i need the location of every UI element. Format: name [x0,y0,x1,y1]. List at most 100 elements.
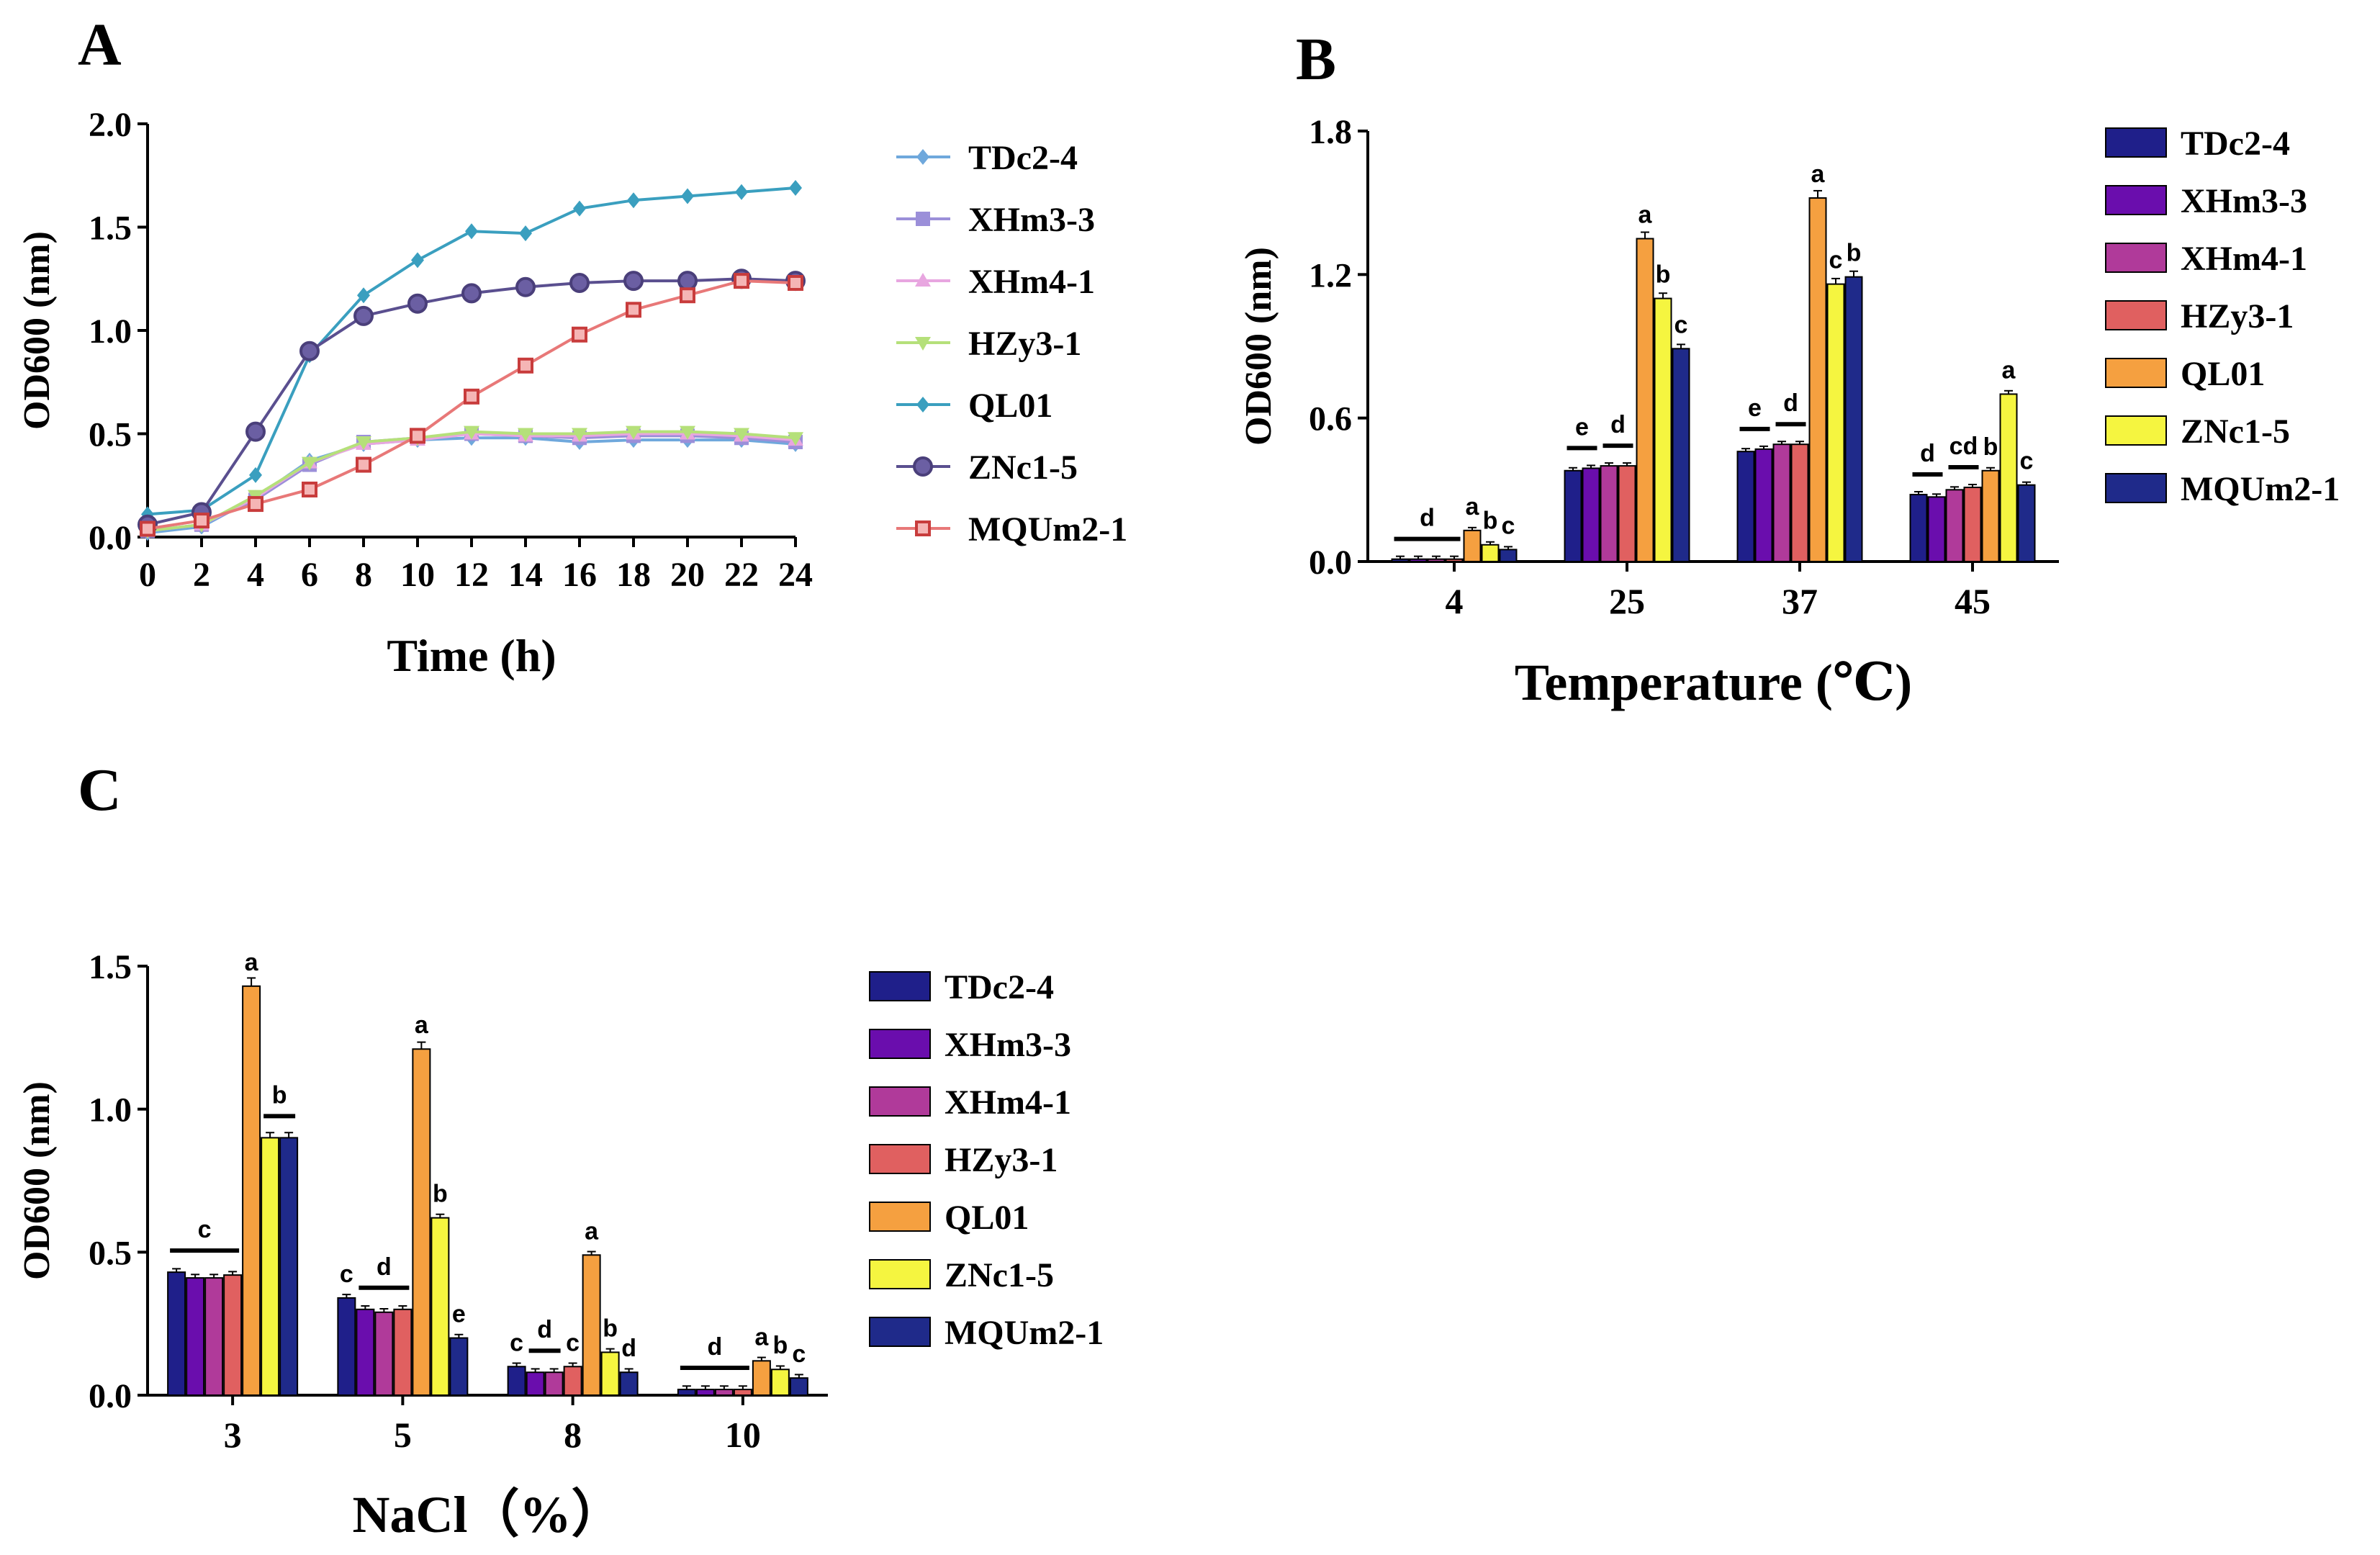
bar-tdc2-4-45 [1909,493,1928,563]
panel-c-x-axis-title: NaCl（%） [353,1486,623,1543]
point-ql01 [249,466,262,483]
bar-ql01-37 [1808,197,1827,562]
bar-xhm4-1-37 [1772,443,1791,563]
legend-label-ql01: QL01 [2181,355,2265,393]
bar-xhm3-3-5 [356,1308,375,1397]
panel-c-sig-label: c [792,1340,806,1368]
point-mqum2-1 [302,481,317,497]
bar-hzy3-1-4 [1445,558,1464,563]
panel-b-y-tick-label: 0.0 [1309,544,1352,582]
bar-tdc2-4-37 [1736,451,1755,563]
panel-b-sig-label: cd [1949,433,1978,460]
bar-mqum2-1-5 [449,1337,469,1396]
bar-xhm4-1-3 [204,1277,224,1397]
panel-a-x-axis-title: Time (h) [387,630,556,681]
legend-marker-mqum2-1 [915,520,931,536]
bar-ql01-8 [582,1254,601,1396]
point-hzy3-1 [356,436,371,450]
legend-marker-ql01 [916,397,929,413]
legend-label-hzy3-1: HZy3-1 [968,325,1081,363]
panel-a-y-tick-label: 0.5 [89,416,132,454]
point-hzy3-1 [302,456,317,471]
panel-b-x-tick-label: 37 [1782,581,1818,621]
legend-label-tdc2-4: TDc2-4 [2181,125,2290,163]
panel-c-sig-label: a [245,949,259,976]
bar-hzy3-1-5 [393,1308,413,1397]
panel-a-y-tick-label: 0.0 [89,519,132,557]
legend-label-xhm3-3: XHm3-3 [2181,182,2307,220]
legend-marker-tdc2-4 [916,149,929,165]
point-mqum2-1 [572,326,587,343]
legend-label-ql01: QL01 [945,1199,1029,1237]
bar-znc1-5-3 [261,1137,280,1397]
legend-label-xhm4-1: XHm4-1 [945,1083,1071,1122]
legend-swatch-xhm3-3 [2105,185,2167,215]
point-ql01 [681,188,694,204]
point-hzy3-1 [626,425,641,440]
legend-swatch-mqum2-1 [869,1317,931,1347]
point-znc1-5 [353,305,374,326]
panel-c-sig-label: c [198,1216,212,1243]
point-mqum2-1 [788,274,803,291]
point-ql01 [789,179,802,196]
legend-label-hzy3-1: HZy3-1 [2181,297,2294,335]
bar-tdc2-4-10 [677,1389,696,1397]
panel-a-x-tick-label: 12 [454,556,489,594]
panel-c-sig-label: d [621,1335,636,1362]
panel-b-sig-label: c [1674,311,1688,338]
bar-hzy3-1-3 [223,1274,243,1396]
bar-mqum2-1-45 [2017,484,2036,563]
point-ql01 [735,184,748,200]
legend-marker-xhm3-3 [916,212,930,226]
bar-znc1-5-37 [1826,283,1845,562]
panel-a-x-tick-label: 4 [247,556,264,594]
panel-a-x-tick-label: 24 [778,556,813,594]
point-mqum2-1 [248,496,263,513]
panel-b-sig-label: a [1811,161,1826,188]
panel-a-x-tick-label: 6 [301,556,318,594]
panel-c-sig-label: d [707,1333,722,1361]
bar-znc1-5-45 [1999,393,2018,563]
panel-a-x-tick-label: 22 [724,556,759,594]
point-znc1-5 [623,271,644,292]
bar-ql01-5 [412,1048,431,1397]
bar-tdc2-4-25 [1564,469,1582,562]
bar-mqum2-1-10 [789,1377,808,1397]
panel-c-sig-label: b [772,1332,788,1359]
bar-mqum2-1-8 [619,1371,639,1397]
panel-b-sig-label: b [1483,508,1498,535]
legend-swatch-tdc2-4 [869,971,931,1001]
panel-c-y-tick-label: 1.0 [89,1091,132,1130]
panel-b-sig-label: b [1656,261,1671,289]
panel-b-sig-label: c [1502,512,1515,539]
point-mqum2-1 [518,357,533,374]
point-mqum2-1 [680,287,695,304]
panel-b-x-tick-label: 45 [1955,581,1991,621]
bar-xhm3-3-3 [186,1277,205,1397]
panel-c-y-tick-label: 1.5 [89,948,132,986]
point-mqum2-1 [464,388,479,405]
legend-label-znc1-5: ZNc1-5 [945,1256,1054,1294]
legend-swatch-ql01 [2105,358,2167,388]
point-znc1-5 [677,271,698,292]
point-ql01 [627,192,640,209]
point-hzy3-1 [788,432,803,446]
bar-mqum2-1-25 [1672,348,1690,562]
legend-swatch-mqum2-1 [2105,473,2167,503]
panel-c-y-tick-label: 0.0 [89,1377,132,1415]
bar-znc1-5-5 [431,1217,450,1396]
panel-c-sig-label: a [415,1011,429,1039]
panel-a-x-tick-label: 8 [355,556,372,594]
bar-znc1-5-8 [600,1351,620,1397]
legend-label-znc1-5: ZNc1-5 [2181,413,2290,451]
legend-swatch-hzy3-1 [2105,300,2167,330]
bar-mqum2-1-3 [279,1137,299,1397]
legend-label-znc1-5: ZNc1-5 [968,449,1078,487]
panel-b-sig-label: e [1575,413,1589,441]
panel-a-x-tick-label: 20 [670,556,705,594]
bar-hzy3-1-45 [1963,487,1982,562]
bar-tdc2-4-4 [1391,558,1410,563]
panel-c-x-tick-label: 8 [564,1415,582,1455]
